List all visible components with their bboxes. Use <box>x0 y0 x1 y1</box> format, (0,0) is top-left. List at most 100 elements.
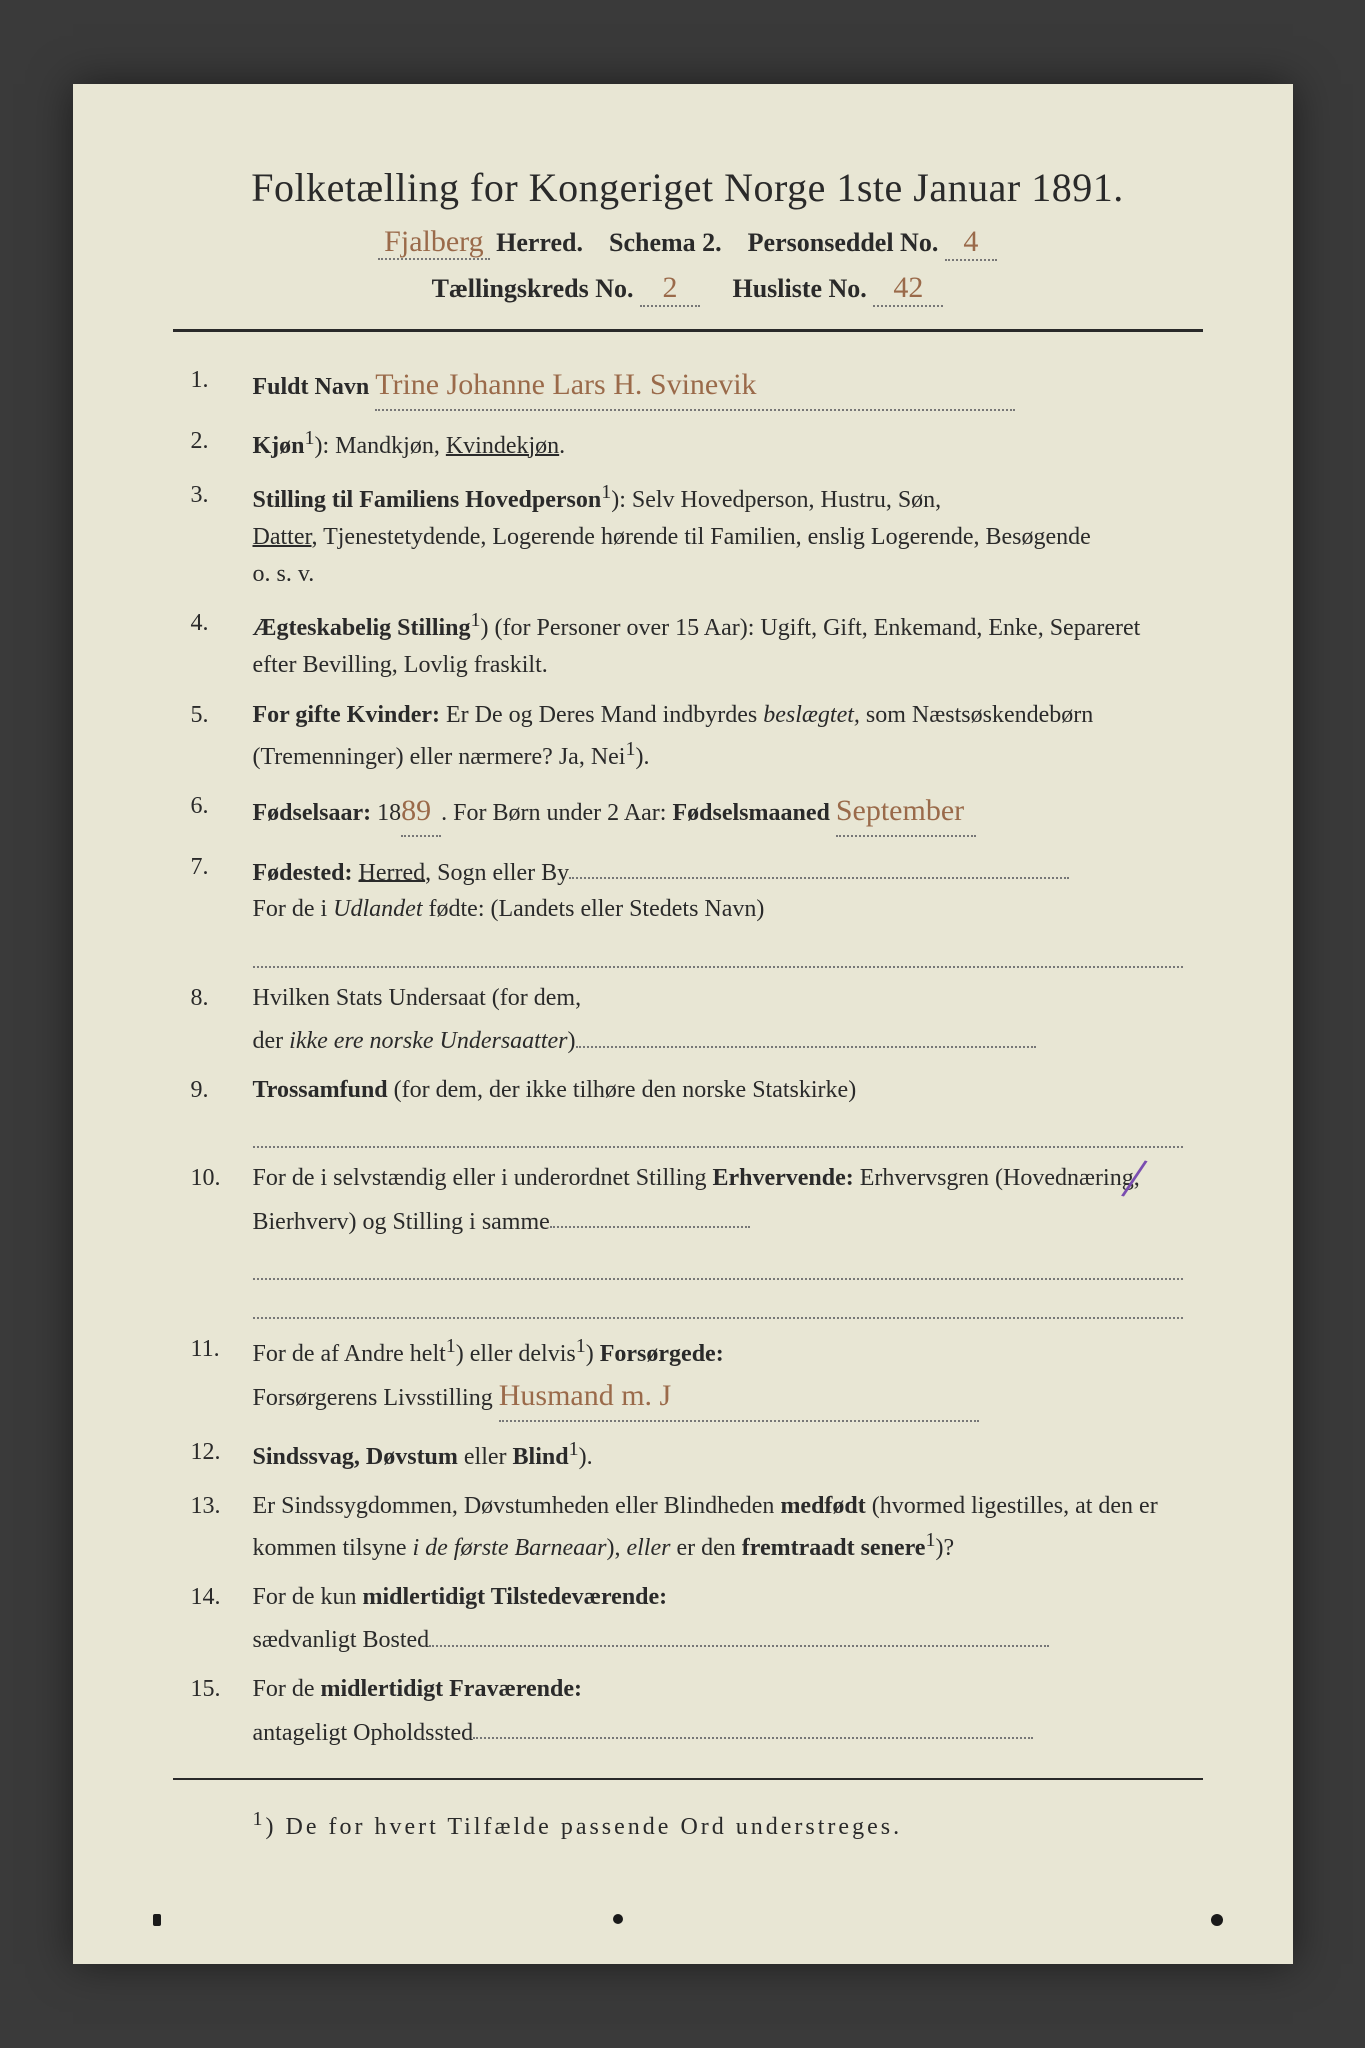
item-8-italic: ikke ere norske Undersaatter <box>289 1028 567 1054</box>
item-8-text: Hvilken Stats Undersaat (for dem, <box>253 985 582 1011</box>
item-11-bold: Forsørgede: <box>600 1341 724 1367</box>
item-13-text4: er den <box>670 1535 741 1561</box>
item-10-text1: For de i selvstændig eller i underordnet… <box>253 1165 713 1191</box>
item-6-label2: Fødselsmaaned <box>672 800 829 826</box>
item-2-sup: 1 <box>305 427 315 449</box>
document-paper: Folketælling for Kongeriget Norge 1ste J… <box>73 84 1293 1964</box>
item-11-sup2: 1 <box>576 1335 586 1357</box>
item-6-label: Fødselsaar: <box>253 800 372 826</box>
item-5-italic: beslægtet, <box>763 702 860 728</box>
item-15-text1: For de <box>253 1676 321 1702</box>
mark-center <box>613 1914 623 1924</box>
item-5-end: ). <box>635 744 649 770</box>
kreds-value: 2 <box>640 271 700 307</box>
item-13-bold1: medfødt <box>780 1493 865 1519</box>
subtitle-row-1: Fjalberg Herred. Schema 2. Personseddel … <box>173 225 1203 261</box>
item-4-sup: 1 <box>471 609 481 631</box>
subtitle-row-2: Tællingskreds No. 2 Husliste No. 42 <box>173 271 1203 307</box>
item-11-text1: For de af Andre helt <box>253 1341 446 1367</box>
item-3: Stilling til Familiens Hovedperson1): Se… <box>183 477 1183 594</box>
page-background: Folketælling for Kongeriget Norge 1ste J… <box>0 0 1365 2048</box>
item-6: Fødselsaar: 1889. For Børn under 2 Aar: … <box>183 788 1183 837</box>
item-9-rest: (for dem, der ikke tilhøre den norske St… <box>388 1077 857 1103</box>
item-15-line2: antageligt Opholdssted <box>253 1719 474 1745</box>
item-7-dotline <box>253 929 1183 968</box>
personseddel-label: Personseddel No. <box>748 228 939 257</box>
item-7-rest: , Sogn eller By <box>425 859 569 885</box>
item-14-text1: For de kun <box>253 1584 363 1610</box>
husliste-label: Husliste No. <box>732 274 866 303</box>
form-items-list: Fuldt Navn Trine Johanne Lars H. Svinevi… <box>173 362 1203 1752</box>
item-7-line2a: For de i <box>253 896 334 922</box>
item-11-value: Husmand m. J <box>499 1373 979 1422</box>
item-13-text3: ), <box>606 1535 626 1561</box>
item-2-underlined: Kvindekjøn <box>446 433 559 459</box>
item-5: For gifte Kvinder: Er De og Deres Mand i… <box>183 697 1183 776</box>
item-2-rest: ): Mandkjøn, <box>315 433 446 459</box>
item-10-dotline1 <box>253 1241 1183 1280</box>
item-11-text2: ) eller delvis <box>456 1341 576 1367</box>
item-15: For de midlertidigt Fraværende: antageli… <box>183 1671 1183 1751</box>
personseddel-value: 4 <box>945 225 997 261</box>
item-4: Ægteskabelig Stilling1) (for Personer ov… <box>183 605 1183 684</box>
item-12-label: Sindssvag, Døvstum <box>253 1444 458 1470</box>
item-14: For de kun midlertidigt Tilstedeværende:… <box>183 1579 1183 1659</box>
footnote-sup: 1 <box>253 1808 266 1830</box>
item-15-bold: midlertidigt Fraværende: <box>321 1676 583 1702</box>
item-9-dotline <box>253 1109 1183 1148</box>
item-9: Trossamfund (for dem, der ikke tilhøre d… <box>183 1072 1183 1148</box>
item-10-fill1 <box>550 1198 750 1229</box>
bottom-marks <box>73 1914 1293 1934</box>
item-14-line2: sædvanligt Bosted <box>253 1627 430 1653</box>
husliste-value: 42 <box>873 271 943 307</box>
schema-label: Schema 2. <box>609 228 722 257</box>
item-12-sup: 1 <box>569 1438 579 1460</box>
item-8-line2a: der <box>253 1028 290 1054</box>
mark-left <box>153 1914 161 1926</box>
item-3-label: Stilling til Familiens Hovedperson <box>253 487 602 513</box>
herred-label: Herred. <box>496 228 583 257</box>
item-5-rest: Er De og Deres Mand indbyrdes <box>440 702 763 728</box>
item-12-bold2: Blind <box>513 1444 569 1470</box>
item-13-italic1: i de første Barneaar <box>412 1535 606 1561</box>
item-11-text3: ) <box>586 1341 600 1367</box>
item-10: For de i selvstændig eller i underordnet… <box>183 1160 1183 1319</box>
item-11-line2: Forsørgerens Livsstilling <box>253 1385 493 1411</box>
item-7-line2b: fødte: (Landets eller Stedets Navn) <box>423 896 765 922</box>
item-2-end: . <box>559 433 565 459</box>
item-13-text1: Er Sindssygdommen, Døvstumheden eller Bl… <box>253 1493 781 1519</box>
item-13-sup: 1 <box>925 1529 935 1551</box>
item-1: Fuldt Navn Trine Johanne Lars H. Svinevi… <box>183 362 1183 411</box>
footer-divider <box>173 1778 1203 1780</box>
item-12-rest: eller <box>458 1444 513 1470</box>
item-1-value: Trine Johanne Lars H. Svinevik <box>375 362 1015 411</box>
item-8: Hvilken Stats Undersaat (for dem, der ik… <box>183 980 1183 1060</box>
item-13-end: )? <box>935 1535 954 1561</box>
item-3-cont: , Tjenestetydende, Logerende hørende til… <box>312 524 1091 550</box>
item-6-rest: . For Børn under 2 Aar: <box>441 800 672 826</box>
item-7-label: Fødested: <box>253 859 353 885</box>
item-15-fill <box>473 1709 1033 1740</box>
item-10-dotline2 <box>253 1280 1183 1319</box>
item-5-label: For gifte Kvinder: <box>253 702 441 728</box>
item-2-label: Kjøn <box>253 433 305 459</box>
item-7-underlined: Herred <box>358 859 425 885</box>
item-7: Fødested: Herred, Sogn eller By For de i… <box>183 849 1183 968</box>
kreds-label: Tællingskreds No. <box>432 274 634 303</box>
item-3-sup: 1 <box>601 481 611 503</box>
item-12: Sindssvag, Døvstum eller Blind1). <box>183 1434 1183 1476</box>
item-11-sup1: 1 <box>446 1335 456 1357</box>
item-13: Er Sindssygdommen, Døvstumheden eller Bl… <box>183 1488 1183 1567</box>
item-12-end: ). <box>579 1444 593 1470</box>
item-11: For de af Andre helt1) eller delvis1) Fo… <box>183 1331 1183 1422</box>
footnote: 1) De for hvert Tilfælde passende Ord un… <box>173 1808 1203 1841</box>
item-13-italic2: eller <box>626 1535 670 1561</box>
mark-right <box>1211 1914 1223 1926</box>
item-6-month: September <box>836 788 976 837</box>
item-7-fill <box>569 849 1069 880</box>
item-1-label: Fuldt Navn <box>253 374 370 400</box>
item-2: Kjøn1): Mandkjøn, Kvindekjøn. <box>183 423 1183 465</box>
item-14-fill <box>429 1616 1049 1647</box>
item-6-prefix: 18 <box>371 800 401 826</box>
item-8-line2b: ) <box>568 1028 576 1054</box>
